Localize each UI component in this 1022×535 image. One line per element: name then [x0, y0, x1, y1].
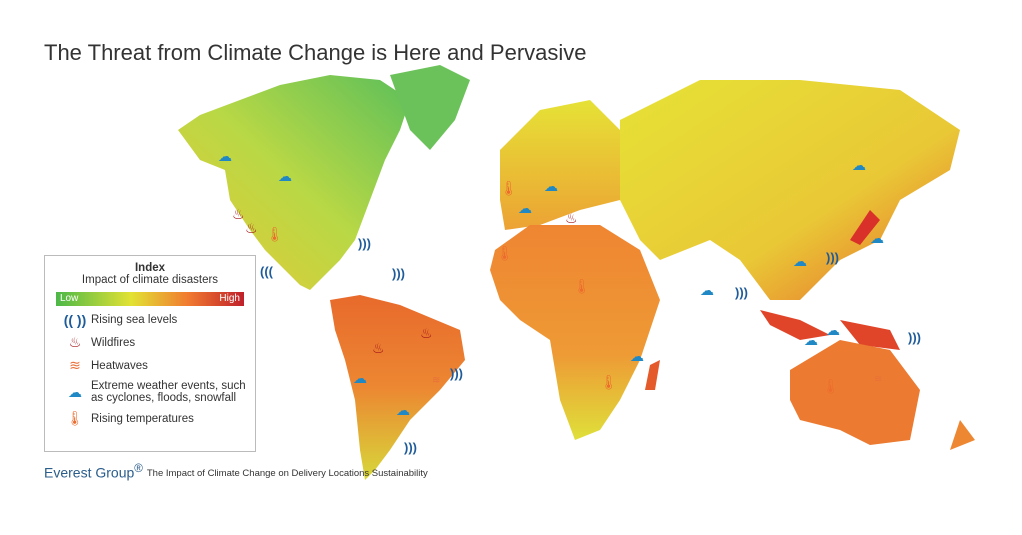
rising-sea-levels-icon: ))) [392, 266, 405, 281]
legend-item: (( )) Rising sea levels [59, 312, 255, 328]
rain-cloud-icon: ☁ [826, 322, 840, 338]
rising-sea-levels-icon: ))) [450, 366, 463, 381]
rain-cloud-icon: ☁ [700, 282, 714, 298]
heatwave-icon: ≋ [874, 374, 883, 385]
southeast-asia-islands [760, 310, 900, 350]
everest-group-logo: Everest Group® [44, 462, 143, 481]
rain-cloud-icon: ☁ [396, 402, 410, 418]
rising-sea-levels-icon: ((( [260, 264, 273, 279]
asia [620, 80, 960, 300]
legend-label: Rising sea levels [91, 314, 178, 326]
thermometer-icon: 🌡 [822, 378, 840, 394]
rain-cloud-icon: ☁ [278, 168, 292, 184]
rising-sea-levels-icon: ))) [358, 236, 371, 251]
legend-heading: Index [134, 262, 166, 274]
legend-item: ♨ Wildfires [59, 334, 255, 351]
japan [850, 210, 880, 245]
rain-cloud-icon: ☁ [852, 157, 866, 173]
africa [490, 225, 660, 440]
wildfire-icon: ♨ [420, 325, 433, 341]
new-zealand [950, 420, 975, 450]
australia [790, 340, 920, 445]
thermometer-icon: 🌡 [500, 180, 518, 196]
wildfire-icon: ♨ [245, 220, 258, 236]
rising-sea-levels-icon: ))) [826, 250, 839, 265]
thermometer-icon: 🌡 [66, 410, 84, 426]
scale-high-label: High [219, 293, 240, 304]
footer: Everest Group® The Impact of Climate Cha… [44, 462, 428, 481]
rain-cloud-icon: ☁ [630, 348, 644, 364]
impact-scale-bar: Low High [56, 292, 244, 306]
rain-cloud-icon: ☁ [218, 148, 232, 164]
rising-sea-levels-icon: (( )) [63, 312, 87, 328]
thermometer-icon: 🌡 [266, 226, 284, 242]
legend-item: ☁ Extreme weather events, such as cyclone… [59, 380, 255, 404]
wildfire-icon: ♨ [372, 340, 385, 356]
legend-subheading: Impact of climate disasters [81, 274, 219, 286]
wildfire-icon: ♨ [232, 206, 245, 222]
legend-item: 🌡 Rising temperatures [59, 410, 255, 427]
greenland [390, 65, 470, 150]
heatwave-icon: ≋ [432, 375, 441, 386]
rain-cloud-icon: ☁ [804, 332, 818, 348]
thermometer-icon: 🌡 [496, 245, 514, 261]
thermometer-icon: 🌡 [600, 374, 618, 390]
rain-cloud-icon: ☁ [870, 230, 884, 246]
madagascar [645, 360, 660, 390]
legend-label: Extreme weather events, such as cyclones… [91, 380, 246, 404]
wildfire-icon: ♨ [565, 210, 578, 226]
legend-label: Wildfires [91, 336, 136, 349]
rising-sea-levels-icon: ))) [908, 330, 921, 345]
legend-index: Index Impact of climate disasters Low Hi… [44, 255, 256, 452]
wildfire-icon: ♨ [68, 334, 82, 350]
rising-sea-levels-icon: ))) [735, 285, 748, 300]
south-america [330, 295, 465, 480]
thermometer-icon: 🌡 [573, 278, 591, 294]
rising-sea-levels-icon: ))) [404, 440, 417, 455]
europe [500, 100, 620, 230]
north-america [178, 75, 410, 290]
legend-label: Rising temperatures [91, 412, 194, 425]
page-title: The Threat from Climate Change is Here a… [44, 40, 587, 65]
legend-item: ≋ Heatwaves [59, 357, 255, 374]
rain-cloud-icon: ☁ [353, 370, 367, 386]
legend-label: Heatwaves [91, 359, 148, 372]
scale-low-label: Low [60, 293, 79, 304]
rain-cloud-icon: ☁ [793, 253, 807, 269]
heatwave-icon: ≋ [69, 357, 81, 373]
rain-cloud-icon: ☁ [518, 200, 532, 216]
rain-cloud-icon: ☁ [68, 383, 82, 400]
rain-cloud-icon: ☁ [544, 178, 558, 194]
source-text: The Impact of Climate Change on Delivery… [146, 467, 428, 479]
